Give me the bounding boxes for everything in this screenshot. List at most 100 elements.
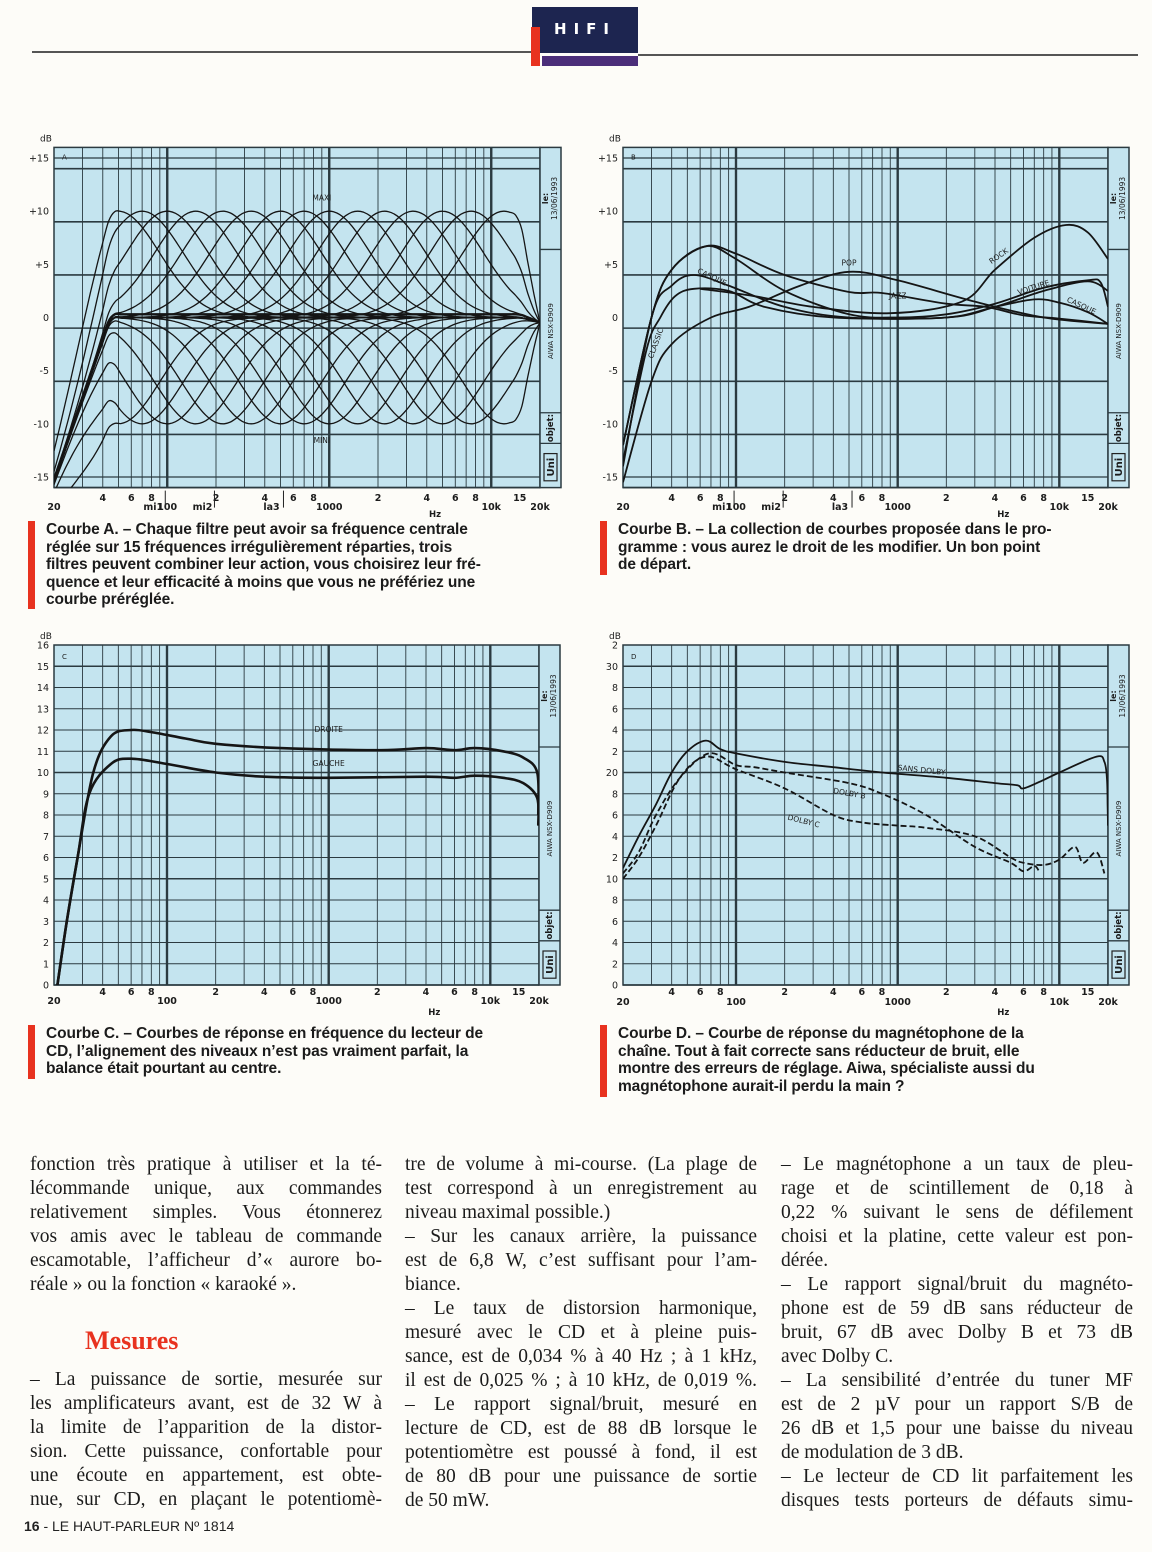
note-label: la3: [832, 502, 848, 513]
x-tick-label: 10k: [481, 502, 501, 513]
object-label: objet:: [1114, 911, 1124, 939]
logo: Uni: [546, 458, 557, 477]
y-tick-label: 8: [43, 811, 49, 822]
text-line: disques tests porteurs de défauts simu-: [781, 1490, 1133, 1511]
x-tick-label: 8: [879, 987, 886, 998]
series-gauche: [56, 757, 539, 985]
x-tick-label: 2: [943, 987, 950, 998]
caption-d: Courbe D. – Courbe de réponse du magnéto…: [618, 1025, 1035, 1095]
y-tick-label: 20: [606, 768, 618, 779]
y-tick-label: 0: [612, 981, 618, 992]
y-tick-label: 16: [37, 641, 49, 652]
y-tick-label: 7: [43, 832, 49, 843]
x-tick-label: 2: [781, 987, 788, 998]
x-tick-label: 8: [879, 493, 886, 504]
y-tick-label: 0: [43, 313, 49, 324]
caption-line: courbe préréglée.: [46, 591, 175, 608]
y-tick-label: 2: [612, 959, 618, 970]
curves: [54, 210, 540, 488]
x-tick-label: 4: [261, 493, 268, 504]
y-tick-label: 5: [43, 874, 49, 885]
x-tick-label: 10k: [481, 996, 501, 1007]
section-badge-red-bar: [531, 27, 540, 66]
header-rule-left: [32, 51, 532, 53]
section-heading-mesures: Mesures: [85, 1326, 179, 1355]
article-column-3: – Le magnétophone a un taux de pleu-rage…: [781, 1153, 1133, 1513]
series-filter-cut: [54, 316, 540, 483]
x-tick-label: 2: [212, 987, 219, 998]
caption-a-bar: [28, 521, 35, 609]
caption-line: Courbe C. – Courbes de réponse en fréque…: [46, 1025, 484, 1042]
x-tick-label: 4: [99, 987, 106, 998]
x-axis-unit: Hz: [428, 1008, 440, 1018]
chart-letter: D: [631, 653, 636, 661]
text-line: phone est de 59 dB sans réducteur de: [781, 1298, 1133, 1319]
text-line: 26 dB et 1,5 pour une baisse du niveau: [781, 1418, 1133, 1439]
logo-box: [1111, 950, 1126, 979]
y-tick-label: +5: [35, 260, 49, 271]
note-label: mi2: [761, 502, 781, 513]
model-name: AIWA NSX-D909: [1115, 801, 1123, 857]
x-tick-label: 6: [290, 493, 297, 504]
y-tick-label: 2: [612, 641, 618, 652]
x-tick-label: 2: [375, 493, 382, 504]
object-label: objet:: [546, 414, 556, 442]
x-tick-label: 8: [1040, 493, 1047, 504]
y-tick-label: 4: [43, 896, 49, 907]
section-title: HIFI: [554, 20, 616, 38]
text-line: de modulation de 3 dB.: [781, 1442, 964, 1463]
article-column-1-bottom: – La puissance de sortie, mesurée sur les…: [30, 1368, 382, 1512]
caption-line: réglée sur 15 fréquences irrégulièrement…: [46, 538, 453, 556]
model-name: AIWA NSX-D909: [1115, 303, 1123, 359]
text-line: escamotable, l’afficheur d’« aurore bo-: [30, 1250, 382, 1271]
logo-box: [1111, 452, 1126, 482]
x-tick-label: 4: [668, 493, 675, 504]
y-tick-label: 4: [612, 832, 618, 843]
x-tick-label: 4: [99, 493, 106, 504]
x-tick-label: 8: [148, 987, 155, 998]
header-rule-right: [638, 54, 1138, 56]
y-tick-label: 8: [612, 896, 618, 907]
model-name: AIWA NSX-D909: [546, 801, 554, 857]
text-line: réale » ou la fonction « karaoké ».: [30, 1274, 297, 1295]
x-tick-label: 1000: [884, 997, 911, 1008]
text-line: – La sensibilité d’entrée du tuner MF: [781, 1370, 1133, 1391]
date-value: 13/06/1993: [1118, 674, 1127, 717]
y-tick-label: -15: [33, 472, 49, 483]
text-line: 0,22 % suivant le sens de défilement: [781, 1202, 1133, 1223]
x-tick-label: 6: [128, 987, 135, 998]
chart-letter: B: [631, 153, 636, 161]
y-tick-label: -15: [602, 472, 618, 483]
x-tick-label: 2: [374, 987, 381, 998]
curve-label: JAZZ: [888, 291, 907, 300]
x-tick-label: 6: [697, 987, 704, 998]
text-line: – Sur les canaux arrière, la puissance: [405, 1226, 757, 1247]
caption-c: Courbe C. – Courbes de réponse en fréque…: [46, 1025, 483, 1078]
y-tick-label: 4: [612, 938, 618, 949]
y-tick-label: 2: [612, 747, 618, 758]
x-tick-label: 20k: [530, 502, 550, 513]
series-voiture: [623, 245, 1108, 446]
chart-letter: C: [62, 653, 67, 661]
x-axis-unit: Hz: [429, 510, 441, 520]
y-tick-label: 10: [606, 874, 618, 885]
text-line: lécommande unique, aux commandes: [30, 1178, 382, 1199]
x-tick-label: 20: [47, 996, 61, 1007]
logo: Uni: [1114, 458, 1125, 477]
date-label: le:: [1109, 690, 1118, 701]
x-tick-label: 15: [513, 493, 526, 504]
x-tick-label: 6: [289, 987, 296, 998]
page-number: 16: [24, 1518, 40, 1534]
date-label: le:: [540, 690, 549, 701]
x-tick-label: 6: [697, 493, 704, 504]
y-tick-label: 15: [37, 662, 49, 673]
caption-line: filtres peuvent combiner leur action, vo…: [46, 556, 481, 573]
x-tick-label: 4: [261, 987, 268, 998]
text-line: sance, est de 0,034 % à 40 Hz ; à 1 kHz,: [405, 1346, 757, 1367]
y-tick-label: -10: [602, 419, 618, 430]
text-line: test correspond à un enregistrement au: [405, 1178, 757, 1199]
y-tick-label: 2: [43, 938, 49, 949]
object-label: objet:: [1114, 414, 1124, 442]
date-value: 13/06/1993: [550, 177, 559, 220]
y-tick-label: 30: [606, 662, 618, 673]
